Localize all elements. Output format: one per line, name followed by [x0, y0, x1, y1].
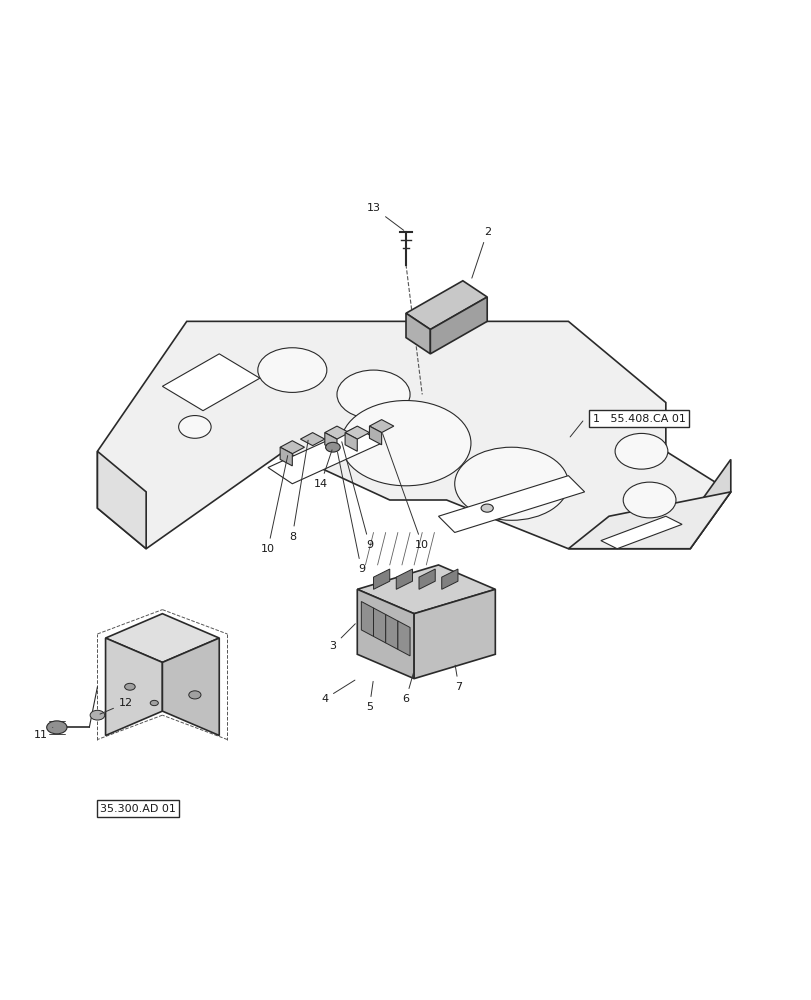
- Text: 35.300.AD 01: 35.300.AD 01: [100, 804, 176, 814]
- Text: 9: 9: [337, 452, 364, 574]
- Polygon shape: [600, 516, 681, 549]
- Ellipse shape: [188, 691, 200, 699]
- Text: 10: 10: [382, 434, 429, 550]
- Polygon shape: [441, 569, 457, 589]
- Ellipse shape: [480, 504, 492, 512]
- Polygon shape: [162, 638, 219, 735]
- Polygon shape: [345, 426, 369, 439]
- Polygon shape: [373, 569, 389, 589]
- Polygon shape: [385, 614, 397, 649]
- Text: 5: 5: [366, 681, 373, 712]
- Ellipse shape: [341, 401, 470, 486]
- Ellipse shape: [47, 721, 67, 734]
- Text: 6: 6: [402, 673, 413, 704]
- Polygon shape: [430, 297, 487, 354]
- Polygon shape: [357, 565, 495, 614]
- Text: 10: 10: [260, 456, 287, 554]
- Polygon shape: [280, 441, 304, 454]
- Ellipse shape: [615, 433, 667, 469]
- Ellipse shape: [90, 710, 105, 720]
- Text: 13: 13: [366, 203, 403, 230]
- Polygon shape: [324, 426, 349, 439]
- Text: 4: 4: [321, 680, 354, 704]
- Polygon shape: [105, 614, 219, 662]
- Polygon shape: [568, 492, 730, 549]
- Polygon shape: [162, 354, 260, 411]
- Polygon shape: [97, 451, 146, 549]
- Ellipse shape: [257, 348, 326, 392]
- Polygon shape: [280, 447, 292, 466]
- Polygon shape: [324, 433, 337, 451]
- Polygon shape: [361, 601, 373, 636]
- Ellipse shape: [150, 700, 158, 706]
- Ellipse shape: [325, 442, 340, 452]
- Polygon shape: [414, 589, 495, 679]
- Ellipse shape: [454, 447, 568, 520]
- Polygon shape: [396, 569, 412, 589]
- Polygon shape: [406, 281, 487, 329]
- Text: 9: 9: [341, 442, 372, 550]
- Polygon shape: [406, 313, 430, 354]
- Ellipse shape: [623, 482, 675, 518]
- Polygon shape: [345, 433, 357, 451]
- Polygon shape: [438, 476, 584, 532]
- Text: 14: 14: [313, 450, 332, 489]
- Polygon shape: [369, 426, 381, 445]
- Polygon shape: [689, 459, 730, 549]
- Ellipse shape: [178, 416, 211, 438]
- Polygon shape: [369, 420, 393, 433]
- Polygon shape: [300, 433, 324, 446]
- Polygon shape: [97, 321, 730, 549]
- Polygon shape: [357, 589, 414, 679]
- Text: 8: 8: [289, 440, 307, 542]
- Polygon shape: [268, 427, 381, 484]
- Text: 12: 12: [100, 698, 133, 714]
- Text: 7: 7: [455, 665, 461, 692]
- Ellipse shape: [337, 370, 410, 419]
- Polygon shape: [418, 569, 435, 589]
- Ellipse shape: [124, 683, 135, 690]
- Polygon shape: [105, 638, 162, 735]
- Text: 1   55.408.CA 01: 1 55.408.CA 01: [592, 414, 684, 424]
- Polygon shape: [397, 621, 410, 656]
- Text: 3: 3: [329, 624, 355, 651]
- Text: 2: 2: [471, 227, 490, 278]
- Text: 11: 11: [33, 727, 53, 740]
- Polygon shape: [373, 608, 385, 643]
